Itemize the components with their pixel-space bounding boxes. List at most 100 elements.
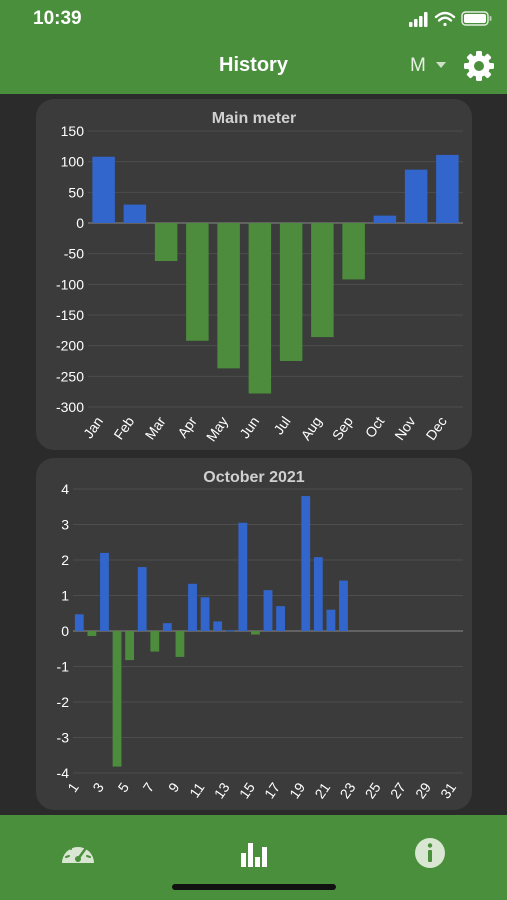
x-tick-label: 5 xyxy=(114,779,132,795)
info-icon[interactable] xyxy=(412,835,448,871)
bar-19 xyxy=(301,496,311,631)
y-tick-label: 2 xyxy=(61,552,69,568)
bar-12 xyxy=(213,621,223,631)
bar-Oct xyxy=(373,215,397,223)
main-meter-chart: Main meter 150 100 50 0 -50 -100 -150 -200 -250 -3… xyxy=(56,110,463,445)
x-tick-label: Sep xyxy=(329,413,357,443)
y-tick-label: 0 xyxy=(61,623,69,639)
x-tick-label: 29 xyxy=(412,779,434,801)
bar-Mar xyxy=(154,223,178,262)
bar-1 xyxy=(74,614,84,631)
bar-Dec xyxy=(436,154,459,223)
y-tick-label: -200 xyxy=(56,338,84,354)
page-title: History xyxy=(219,54,288,76)
x-tick-label: 27 xyxy=(387,779,409,801)
y-tick-label: -150 xyxy=(56,307,84,323)
status-icons xyxy=(409,11,492,27)
x-tick-label: 23 xyxy=(336,779,358,801)
bar-16 xyxy=(263,590,273,631)
bar-7 xyxy=(150,631,160,652)
battery-icon xyxy=(461,11,492,26)
top-bar: 10:39 History M xyxy=(0,0,507,94)
bar-Jun xyxy=(248,223,272,394)
signal-icon xyxy=(409,12,428,27)
bar-20 xyxy=(313,557,323,631)
wifi-icon xyxy=(434,11,456,27)
y-tick-label: 1 xyxy=(61,588,69,604)
x-tick-label: Mar xyxy=(142,413,169,442)
y-tick-label: -50 xyxy=(64,246,84,262)
chevron-down-icon[interactable] xyxy=(436,62,446,68)
x-tick-label: 15 xyxy=(236,779,258,801)
home-indicator xyxy=(172,884,336,890)
y-tick-label: 100 xyxy=(61,154,85,170)
bar-10 xyxy=(188,583,197,631)
y-tick-label: 4 xyxy=(61,481,69,497)
x-tick-label: 17 xyxy=(261,779,283,801)
bar-May xyxy=(217,223,240,369)
chart-title: Main meter xyxy=(212,110,296,127)
bar-Jul xyxy=(279,223,303,361)
bar-11 xyxy=(200,597,210,631)
x-tick-label: 13 xyxy=(211,779,233,801)
bar-8 xyxy=(162,623,172,631)
x-tick-label: 3 xyxy=(89,779,107,795)
y-tick-label: 3 xyxy=(61,517,69,533)
bar-9 xyxy=(175,631,185,657)
x-tick-label: Apr xyxy=(174,413,200,440)
bar-22 xyxy=(339,580,348,631)
bar-6 xyxy=(137,567,147,631)
x-tick-label: Dec xyxy=(422,414,449,444)
x-tick-label: 21 xyxy=(311,779,333,801)
y-tick-label: -250 xyxy=(56,368,84,384)
x-tick-label: Jun xyxy=(236,414,262,442)
x-tick-label: 9 xyxy=(165,779,183,795)
x-tick-label: Nov xyxy=(391,414,418,444)
bar-chart-icon[interactable] xyxy=(237,835,273,871)
x-tick-label: 19 xyxy=(286,779,308,801)
bar-Aug xyxy=(311,223,334,338)
x-tick-label: Jan xyxy=(80,414,106,442)
y-tick-label: 0 xyxy=(76,215,84,231)
bar-14 xyxy=(238,522,248,631)
bar-Jan xyxy=(92,156,115,223)
x-tick-label: Oct xyxy=(362,413,388,440)
y-tick-label: -1 xyxy=(57,659,70,675)
gear-icon[interactable] xyxy=(463,50,495,82)
bar-5 xyxy=(125,631,135,661)
x-tick-label: 31 xyxy=(437,779,459,801)
bar-4 xyxy=(112,631,122,767)
main-meter-card: Main meter 150 100 50 0 -50 -100 -150 -200 -250 -3… xyxy=(36,99,472,450)
y-tick-label: 50 xyxy=(68,184,84,200)
bar-13 xyxy=(225,630,235,632)
x-tick-label: May xyxy=(203,414,231,445)
y-tick-label: 150 xyxy=(61,123,85,139)
y-tick-label: -4 xyxy=(57,765,70,781)
x-tick-label: 7 xyxy=(140,779,158,795)
bar-3 xyxy=(100,552,109,631)
bar-Sep xyxy=(342,223,365,280)
bar-Nov xyxy=(404,169,428,223)
bar-21 xyxy=(326,609,336,631)
status-time: 10:39 xyxy=(33,8,82,29)
bar-15 xyxy=(251,631,260,635)
bar-2 xyxy=(87,631,97,636)
x-tick-label: Feb xyxy=(110,413,137,442)
monthly-chart-card: October 2021 4 3 2 1 0 -1 -2 -3 -4 1 3 5 7 9 11 13 15 17 19… xyxy=(36,458,472,810)
x-tick-label: Jul xyxy=(270,414,293,438)
bar-Apr xyxy=(186,223,209,341)
y-tick-label: -100 xyxy=(56,276,84,292)
y-tick-label: -3 xyxy=(57,730,70,746)
bar-Feb xyxy=(123,204,147,223)
mode-selector[interactable]: M xyxy=(410,55,426,76)
x-tick-label: 25 xyxy=(362,779,384,801)
x-tick-label: 1 xyxy=(64,779,82,795)
y-tick-label: -300 xyxy=(56,399,84,415)
bar-17 xyxy=(276,606,285,631)
chart-title: October 2021 xyxy=(203,469,304,486)
speedometer-icon[interactable] xyxy=(60,835,96,871)
x-tick-label: 11 xyxy=(186,779,208,800)
y-tick-label: -2 xyxy=(57,694,70,710)
x-tick-label: Aug xyxy=(297,414,324,444)
